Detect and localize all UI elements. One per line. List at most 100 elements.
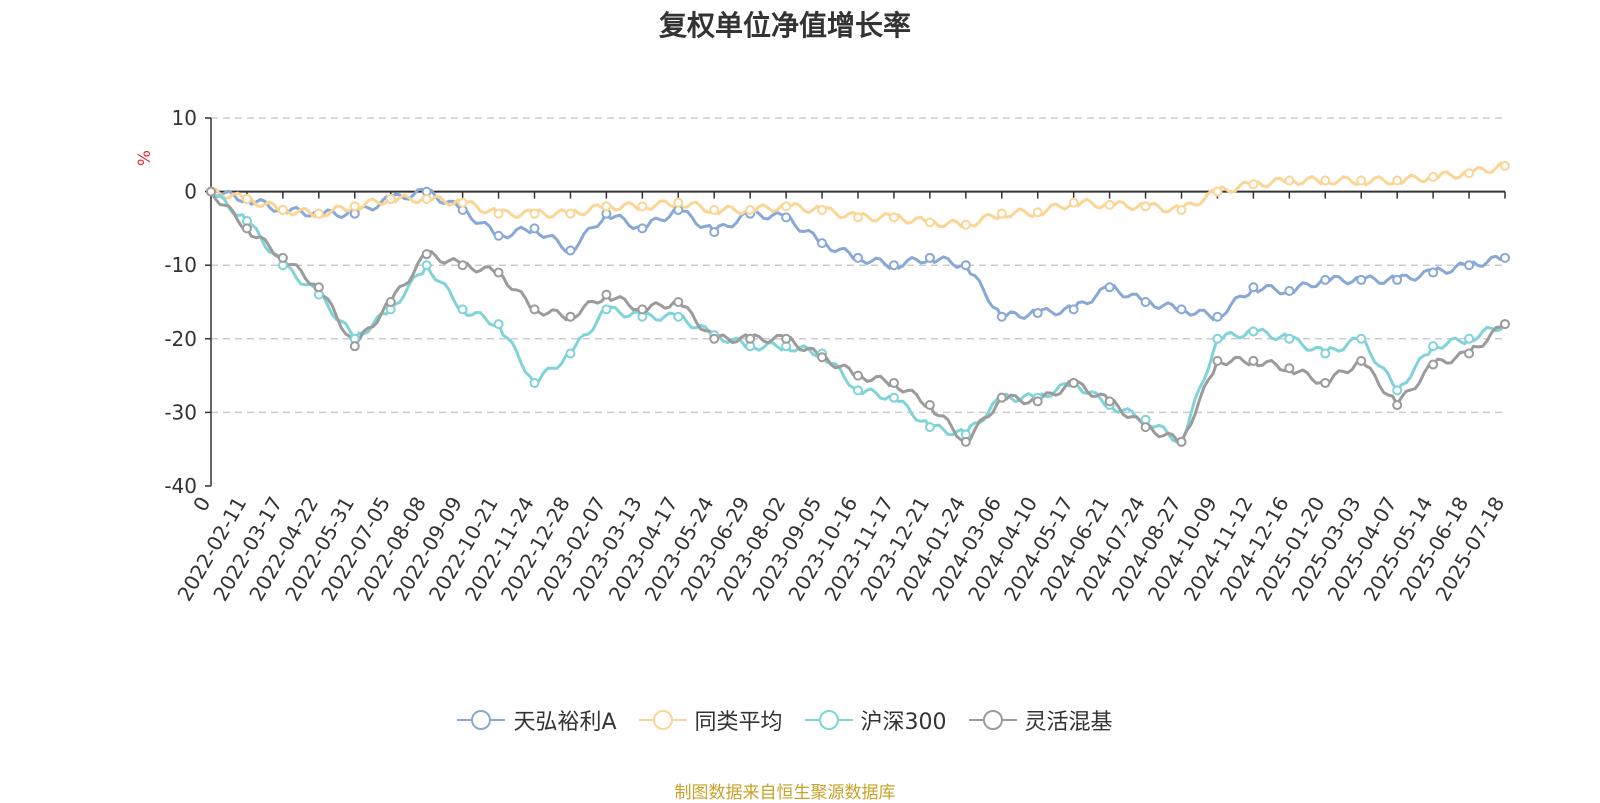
series-point-3 <box>1248 355 1259 366</box>
series-point-3 <box>817 352 828 363</box>
series-point-0 <box>817 238 828 249</box>
series-point-3 <box>493 267 504 278</box>
series-point-1 <box>1392 175 1403 186</box>
series-point-1 <box>1284 175 1295 186</box>
series-point-3 <box>673 297 684 307</box>
series-point-0 <box>493 230 504 241</box>
series-point-2 <box>888 392 899 403</box>
series-point-3 <box>637 304 648 315</box>
series-point-2 <box>924 422 935 433</box>
series-point-3 <box>1140 422 1151 433</box>
series-point-0 <box>709 227 720 238</box>
legend-marker-icon <box>804 710 853 730</box>
grid-layer <box>211 117 1505 414</box>
series-point-1 <box>853 212 863 223</box>
series-line-2 <box>209 190 1507 444</box>
series-point-3 <box>960 436 971 447</box>
series-point-2 <box>1248 326 1259 337</box>
series-point-1 <box>421 193 432 204</box>
source-note: 制图数据来自恒生聚源数据库 <box>674 783 896 803</box>
series-point-3 <box>996 392 1007 403</box>
series-point-1 <box>1104 199 1115 210</box>
series-point-1 <box>313 208 324 219</box>
y-tick-label: 10 <box>172 106 197 130</box>
series-point-2 <box>673 311 684 322</box>
legend-marker-icon <box>968 710 1017 730</box>
legend: 天弘裕利A 同类平均 沪深300 灵活混基 <box>0 704 1570 736</box>
axis-layer: 100-10-20-30-4002022-02-112022-03-172022… <box>164 106 1509 605</box>
series-point-3 <box>313 282 324 293</box>
legend-label: 天弘裕利A <box>513 710 617 735</box>
series-point-0 <box>1212 311 1223 322</box>
series-point-3 <box>888 377 899 388</box>
series-point-0 <box>1104 282 1115 293</box>
legend-label: 沪深300 <box>860 710 947 735</box>
series-point-3 <box>781 333 792 344</box>
series-point-3 <box>1392 400 1403 411</box>
series-point-1 <box>1212 186 1223 197</box>
chart-title: 复权单位净值增长率 <box>658 9 911 42</box>
series-point-3 <box>1500 319 1510 330</box>
series-point-3 <box>745 333 756 344</box>
y-tick-label: -40 <box>164 474 197 498</box>
series-point-3 <box>1320 377 1331 388</box>
series-point-0 <box>565 245 576 256</box>
series-point-3 <box>601 289 612 300</box>
legend-item[interactable]: 同类平均 <box>638 704 783 736</box>
series-point-1 <box>1428 171 1439 182</box>
series-point-3 <box>421 249 432 260</box>
series-point-0 <box>888 260 899 271</box>
legend-marker-icon <box>638 710 687 730</box>
series-point-0 <box>1392 274 1403 285</box>
series-point-0 <box>853 252 863 263</box>
series-point-0 <box>996 311 1007 322</box>
series-point-3 <box>1068 377 1079 388</box>
series-point-3 <box>709 333 720 344</box>
series-point-3 <box>1212 355 1223 366</box>
legend-item[interactable]: 天弘裕利A <box>457 704 617 736</box>
legend-item[interactable]: 灵活混基 <box>968 704 1113 736</box>
series-point-0 <box>1320 274 1331 285</box>
series-point-2 <box>493 319 504 330</box>
legend-marker-icon <box>457 710 506 730</box>
series-point-0 <box>960 260 971 271</box>
series-point-1 <box>565 208 576 219</box>
series-point-3 <box>924 400 935 411</box>
y-axis-label: % <box>135 150 155 166</box>
series-point-1 <box>1032 207 1043 218</box>
legend-item[interactable]: 沪深300 <box>804 704 947 736</box>
series-point-1 <box>277 205 288 215</box>
marker-layer <box>206 160 1510 447</box>
series-point-1 <box>601 201 612 212</box>
series-point-2 <box>1320 348 1331 359</box>
series-point-0 <box>1284 285 1295 296</box>
series-point-1 <box>924 217 935 228</box>
series-point-0 <box>529 223 540 234</box>
series-point-1 <box>1140 201 1151 212</box>
series-point-2 <box>601 304 612 315</box>
series-point-1 <box>1356 175 1367 186</box>
series-point-0 <box>1500 252 1510 263</box>
series-point-2 <box>421 260 432 271</box>
series-point-1 <box>709 205 720 215</box>
series-point-2 <box>1392 385 1403 396</box>
series-line-3 <box>209 190 1506 444</box>
series-point-1 <box>1320 175 1331 186</box>
series-point-1 <box>1248 179 1259 190</box>
series-point-1 <box>673 197 684 208</box>
series-point-0 <box>1464 260 1475 271</box>
line-chart: 100-10-20-30-4002022-02-112022-03-172022… <box>135 106 1510 605</box>
series-point-3 <box>1356 355 1367 366</box>
series-point-0 <box>1032 308 1043 319</box>
series-point-3 <box>1464 348 1475 359</box>
series-point-0 <box>1068 304 1079 315</box>
series-point-1 <box>960 219 971 230</box>
series-point-3 <box>853 370 863 381</box>
series-point-2 <box>1428 341 1439 352</box>
series-point-3 <box>1104 396 1115 407</box>
series-point-2 <box>529 377 540 388</box>
x-tick-label: 0 <box>188 493 215 516</box>
legend-label: 同类平均 <box>694 710 783 735</box>
series-point-2 <box>565 348 576 359</box>
series-point-1 <box>457 197 468 208</box>
